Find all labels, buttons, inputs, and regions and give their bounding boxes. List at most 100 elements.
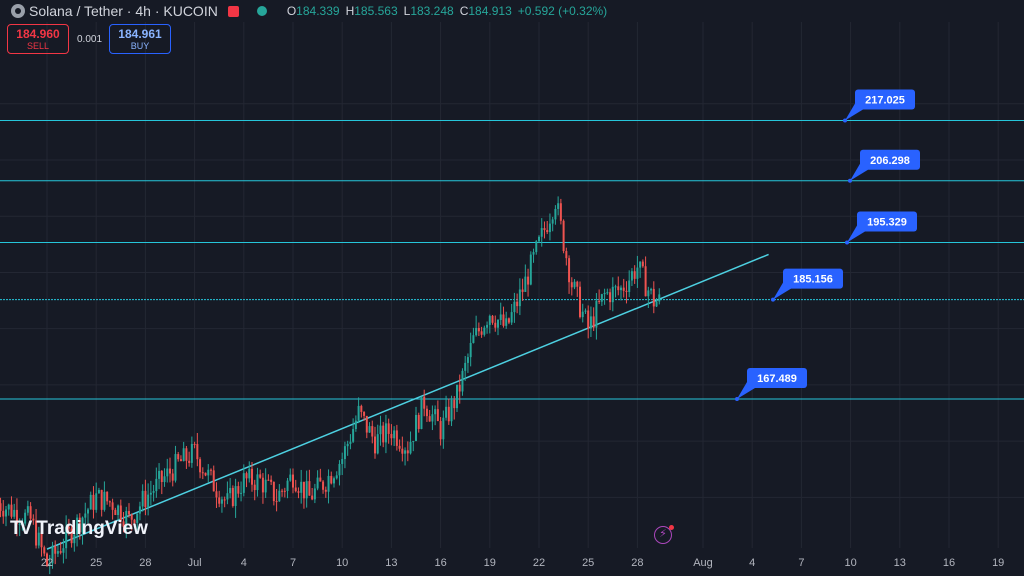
candle-body [488,315,491,325]
candle-body [579,286,581,318]
candle-body [73,534,76,544]
candle-body [163,476,166,483]
candle-body [516,301,519,307]
market-status-icon[interactable] [256,6,267,16]
candle-body [546,230,549,233]
candle-body [376,434,379,454]
sell-price: 184.960 [16,27,60,41]
x-tick-label: 10 [336,557,348,569]
symbol-title[interactable]: Solana / Tether · 4h · KUCOIN [29,3,218,19]
level-label-box [855,89,915,110]
candle-body [576,281,579,287]
callout-anchor [848,178,852,183]
candle-body [149,492,152,495]
candle-body [559,203,562,221]
candle-body [352,429,355,442]
candle-body [185,448,188,461]
x-tick-label: 22 [533,557,545,569]
candle-body [24,512,27,524]
change-value: +0.592 (+0.32%) [517,4,608,18]
candle-body [639,261,642,268]
level-label: 217.025 [865,94,905,106]
candle-body [144,490,147,507]
sell-button[interactable]: 184.960 SELL [7,24,69,54]
x-tick-label: 13 [894,557,906,569]
candle-body [223,499,226,501]
candle-body [313,488,316,500]
candle-body [297,491,300,493]
candle-body [322,481,325,490]
candle-body [128,511,130,515]
level-label-box [860,149,920,170]
candle-body [35,520,38,546]
x-tick-label: 28 [139,557,151,569]
candle-body [210,469,212,471]
candle-body [415,414,417,442]
candle-body [275,501,278,503]
candle-body [447,406,450,422]
candle-body [215,491,218,498]
candle-body [620,287,622,291]
candle-body [401,448,404,454]
candle-body [382,425,385,443]
candle-body [365,415,368,433]
buy-button[interactable]: 184.961 BUY [109,24,171,54]
candle-body [349,441,352,444]
candle-body [600,294,603,302]
candle-body [554,208,557,220]
x-tick-label: 19 [992,557,1004,569]
lightning-icon[interactable]: ⚡ [654,525,674,544]
candle-body [338,463,341,476]
candle-body [628,280,631,292]
candle-body [398,445,401,449]
candle-body [237,486,240,494]
candle-body [387,423,390,434]
candle-body [529,254,532,285]
candle-body [655,301,658,307]
x-tick-label: 13 [385,557,397,569]
flag-icon[interactable] [227,5,239,17]
level-labels: 217.025 206.298 195.329 185.156 167.489 [735,89,920,402]
candle-body [630,271,633,281]
candle-body [67,526,70,529]
candle-body [46,553,48,567]
candle-body [155,478,158,492]
candle-body [625,290,628,292]
candle-body [7,504,10,510]
candle-body [40,532,43,548]
candle-body [18,523,21,525]
candle-body [229,487,232,494]
horizontal-levels [0,119,1024,400]
high-key: H [345,4,355,18]
candle-body [527,276,530,285]
candle-body [226,493,229,500]
buy-label: BUY [130,41,150,51]
candle-body [395,430,398,446]
candle-body [494,322,497,328]
candle-body [182,448,185,462]
candle-body [119,505,122,522]
candle-body [371,426,374,437]
candle-body [308,481,311,496]
brand-name: TradingView [36,518,148,539]
candle-body [592,316,595,328]
spread-value: 0.001 [77,33,103,45]
candle-body [133,519,136,523]
candle-body [76,517,79,535]
candle-body [409,441,412,454]
candle-body [29,506,32,519]
buy-price: 184.961 [118,27,162,41]
candle-body [518,289,521,307]
candle-body [21,523,24,525]
candle-body [240,492,243,494]
candle-body [510,312,513,323]
candle-body [0,503,2,511]
candle-body [513,301,516,313]
candle-body [417,414,420,429]
tradingview-logo[interactable]: TV TradingView [10,518,148,540]
candle-body [606,292,609,294]
candle-body [335,475,338,479]
close-value: 184.913 [468,4,512,18]
candle-body [480,331,483,335]
